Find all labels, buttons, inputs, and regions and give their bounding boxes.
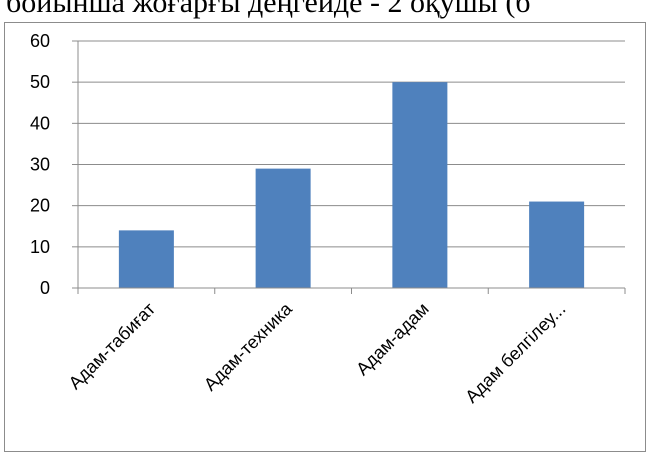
bar xyxy=(392,82,448,289)
bar xyxy=(255,168,311,288)
page-text-fragment: бойынша жоғарғы деңгейде - 2 оқушы (б xyxy=(6,0,531,19)
y-tick-label: 20 xyxy=(30,196,50,216)
bar xyxy=(118,230,174,288)
y-tick-label: 40 xyxy=(30,113,50,133)
y-tick-label: 10 xyxy=(30,237,50,257)
category-label: Адам белгілеу... xyxy=(461,299,569,407)
y-tick-label: 60 xyxy=(30,31,50,51)
category-label: Адам-техника xyxy=(200,298,297,395)
category-label: Адам-адам xyxy=(352,299,432,379)
bar xyxy=(529,201,585,288)
category-label: Адам-табиғат xyxy=(65,299,160,394)
y-tick-label: 50 xyxy=(30,72,50,92)
y-tick-label: 30 xyxy=(30,155,50,175)
y-tick-label: 0 xyxy=(40,278,50,298)
